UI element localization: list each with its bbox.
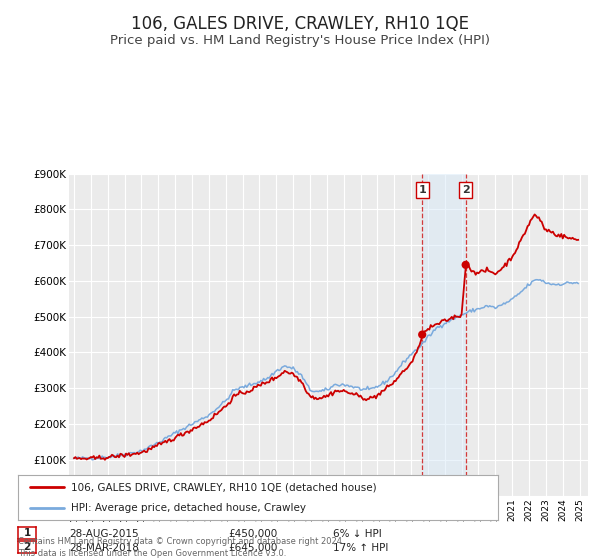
Text: £645,000: £645,000	[228, 543, 277, 553]
Text: 28-MAR-2018: 28-MAR-2018	[69, 543, 139, 553]
Text: HPI: Average price, detached house, Crawley: HPI: Average price, detached house, Craw…	[71, 503, 306, 514]
Text: 1: 1	[418, 185, 426, 195]
Bar	[422, 174, 466, 496]
Text: Contains HM Land Registry data © Crown copyright and database right 2024.
This d: Contains HM Land Registry data © Crown c…	[18, 537, 344, 558]
Text: 17% ↑ HPI: 17% ↑ HPI	[333, 543, 388, 553]
Text: 2: 2	[23, 542, 31, 552]
Text: 106, GALES DRIVE, CRAWLEY, RH10 1QE (detached house): 106, GALES DRIVE, CRAWLEY, RH10 1QE (det…	[71, 482, 376, 492]
Text: 1: 1	[23, 528, 31, 538]
Text: 2: 2	[462, 185, 470, 195]
Text: 6% ↓ HPI: 6% ↓ HPI	[333, 529, 382, 539]
Point	[418, 330, 427, 339]
Text: 28-AUG-2015: 28-AUG-2015	[69, 529, 139, 539]
Point	[461, 260, 470, 269]
Text: £450,000: £450,000	[228, 529, 277, 539]
Text: 106, GALES DRIVE, CRAWLEY, RH10 1QE: 106, GALES DRIVE, CRAWLEY, RH10 1QE	[131, 15, 469, 33]
Text: Price paid vs. HM Land Registry's House Price Index (HPI): Price paid vs. HM Land Registry's House …	[110, 34, 490, 46]
